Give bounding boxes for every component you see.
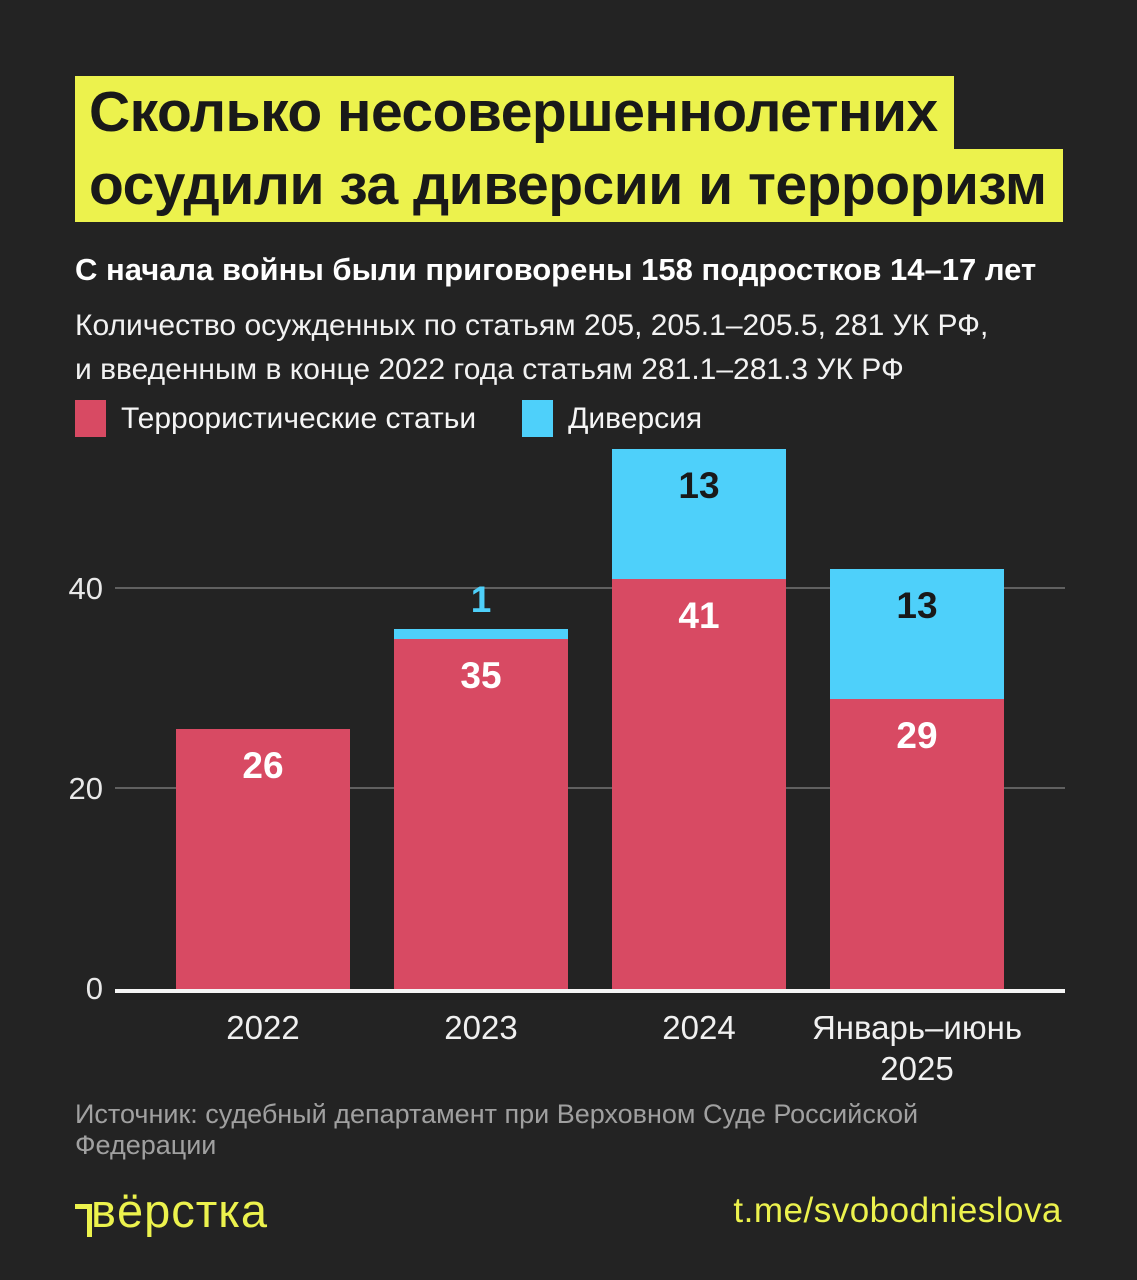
subtitle: С начала войны были приговорены 158 подр… [75, 252, 1037, 287]
bar-value-label-sabotage: 1 [470, 579, 492, 620]
gridline-20 [115, 787, 1065, 789]
x-axis-category-label-2024: 2024 [662, 1009, 736, 1046]
stacked-bar-chart: 26 1 35 13 41 13 29 0 20 40 2022 2023 2024 Январь–и… [69, 437, 1065, 1089]
bar-segment-sabotage: 13 [612, 449, 786, 579]
bar-segment-sabotage: 13 [830, 569, 1004, 699]
bar-value-label-terrorism: 26 [242, 745, 284, 786]
legend-label-sabotage: Диверсия [568, 401, 703, 435]
y-axis-tick-label-0: 0 [85, 971, 103, 1006]
y-axis-tick-label-20: 20 [68, 771, 103, 806]
plot-area: 26 1 35 13 41 13 29 0 20 40 [69, 437, 1065, 1006]
footer: вёрстка t.me/svobodnieslova [75, 1183, 1062, 1238]
x-axis-category-label-2023: 2023 [444, 1009, 518, 1046]
bar-group-Январь–июнь 2025: 13 29 [830, 569, 1004, 989]
bar-group-2023: 1 35 [394, 581, 568, 989]
verstka-logo-text: вёрстка [91, 1184, 269, 1237]
telegram-link[interactable]: t.me/svobodnieslova [733, 1190, 1062, 1230]
legend-label-terrorism: Террористические статьи [121, 401, 477, 435]
verstka-logo: вёрстка [75, 1183, 268, 1238]
chart-legend: Террористические статьи Диверсия [75, 400, 1062, 437]
description-line-1: Количество осужденных по статьям 205, 20… [75, 309, 989, 342]
description-line-2: и введенным в конце 2022 года статьям 28… [75, 353, 904, 386]
bar-segment-terrorism: 35 [394, 639, 568, 989]
bar-value-label-sabotage: 13 [896, 585, 938, 626]
bar-value-label-sabotage: 13 [678, 465, 720, 506]
bar-group-2022: 26 [176, 729, 350, 989]
bar-value-label-terrorism: 29 [896, 715, 938, 756]
verstka-logo-mark-icon [75, 1204, 92, 1237]
x-axis-labels: 2022 2023 2024 Январь–июнь 2025 [115, 1007, 1065, 1089]
page-title-line-1: Сколько несовершеннолетних [75, 76, 954, 149]
bar-segment-terrorism: 41 [612, 579, 786, 989]
bar-segment-sabotage [394, 629, 568, 639]
legend-swatch-red [75, 400, 106, 437]
title-block: Сколько несовершеннолетних осудили за ди… [75, 0, 1063, 222]
bar-value-label-terrorism: 41 [678, 595, 720, 636]
y-axis-tick-label-40: 40 [68, 571, 103, 606]
x-axis-category-label-2022: 2022 [226, 1009, 300, 1046]
bar-value-label-terrorism: 35 [460, 655, 502, 696]
legend-item-terrorism: Террористические статьи [75, 400, 476, 437]
bar-segment-terrorism: 26 [176, 729, 350, 989]
x-axis-category-label-Январь–июнь 2025: Январь–июнь 2025 [811, 1009, 1023, 1087]
gridline-40 [115, 587, 1065, 589]
bar-segment-terrorism: 29 [830, 699, 1004, 989]
bar-group-2024: 13 41 [612, 449, 786, 989]
legend-item-sabotage: Диверсия [522, 400, 702, 437]
legend-swatch-blue [522, 400, 554, 437]
description: Количество осужденных по статьям 205, 20… [75, 304, 1062, 392]
source-note: Источник: судебный департамент при Верхо… [75, 1099, 919, 1160]
page-title-line-2: осудили за диверсии и терроризм [75, 149, 1063, 222]
bars-container: 26 1 35 13 41 13 29 [115, 437, 1065, 989]
